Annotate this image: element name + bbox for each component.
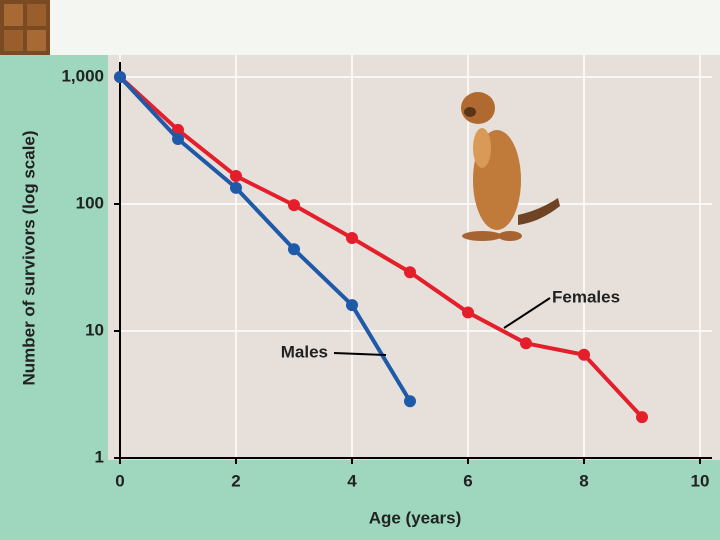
data-point xyxy=(346,299,358,312)
squirrel xyxy=(461,92,560,241)
label-leader xyxy=(333,352,387,356)
data-point xyxy=(230,170,242,183)
y-tick-label: 1,000 xyxy=(61,66,104,85)
x-tick-label: 10 xyxy=(691,471,710,490)
x-tick-label: 4 xyxy=(347,471,357,490)
series-line xyxy=(118,75,644,419)
y-tick-label: 1 xyxy=(95,447,104,466)
data-point xyxy=(230,181,242,194)
series-label: Males xyxy=(281,342,328,361)
series-line xyxy=(118,75,412,403)
y-axis-title: Number of survivors (log scale) xyxy=(19,130,38,385)
data-point xyxy=(404,395,416,408)
data-point xyxy=(114,71,126,83)
series-label: Females xyxy=(552,287,620,306)
data-point xyxy=(462,306,474,319)
x-axis-title: Age (years) xyxy=(369,508,462,527)
x-tick-label: 2 xyxy=(231,471,240,490)
data-point xyxy=(520,337,532,350)
y-tick-label: 100 xyxy=(76,193,104,212)
top-strip xyxy=(0,0,720,55)
wood-icon xyxy=(0,0,50,55)
x-tick-label: 8 xyxy=(579,471,588,490)
label-leader xyxy=(503,297,551,329)
x-tick-label: 0 xyxy=(115,471,124,490)
x-tick-label: 6 xyxy=(463,471,472,490)
data-point xyxy=(288,243,300,256)
data-point xyxy=(346,231,358,244)
data-point xyxy=(578,348,590,361)
data-point xyxy=(288,199,300,212)
data-point xyxy=(172,132,184,145)
y-tick-label: 10 xyxy=(85,320,104,339)
data-point xyxy=(404,266,416,279)
data-point xyxy=(636,411,648,424)
